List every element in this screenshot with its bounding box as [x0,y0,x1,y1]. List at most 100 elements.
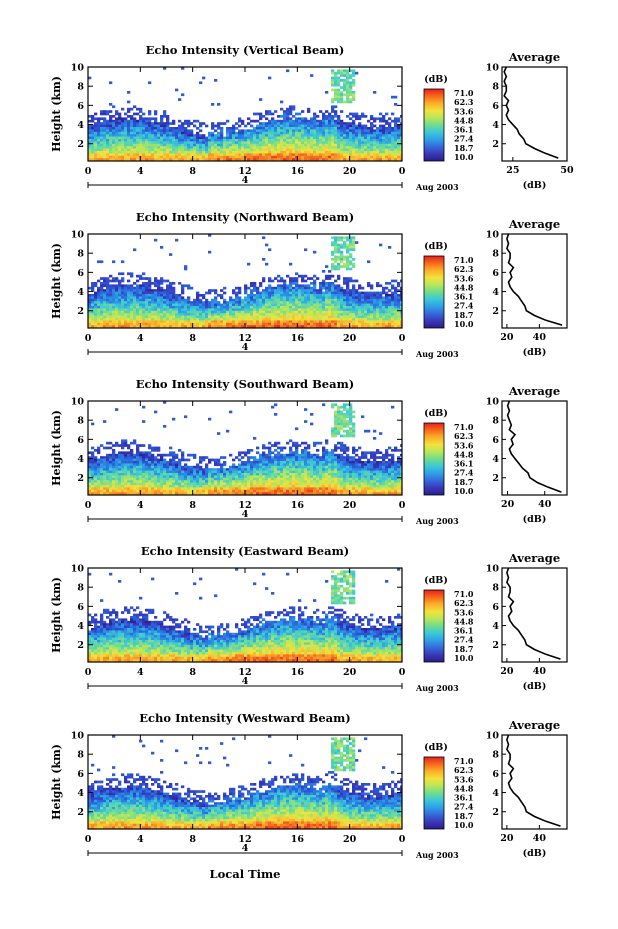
heatmap-cell [220,310,224,314]
heatmap-cell [334,236,338,240]
heatmap-cell [100,282,104,285]
heatmap-cell [298,122,302,125]
heatmap-cell [343,83,347,87]
heatmap-cell [310,461,314,464]
heatmap-cell [277,141,281,145]
heatmap-cell [352,265,356,268]
heatmap-cell [295,127,299,130]
heatmap-cell [184,155,188,159]
heatmap-cell [211,146,215,149]
heatmap-cell [346,148,350,152]
heatmap-cell [310,315,314,319]
heatmap-cell [121,456,125,459]
heatmap-cell [352,115,356,118]
heatmap-cell [154,279,158,283]
heatmap-cell [157,313,161,316]
heatmap-cell [370,129,374,133]
heatmap-cell [277,289,281,292]
heatmap-cell [262,122,266,125]
heatmap-cell [343,434,347,438]
heatmap-cell [250,313,254,316]
heatmap-cell [127,131,131,135]
heatmap-cell [148,279,152,283]
heatmap-cell [346,153,350,157]
heatmap-cell [334,461,338,464]
heatmap-cell [310,119,314,123]
heatmap-cell [133,131,137,135]
heatmap-cell [154,124,158,128]
heatmap-cell [346,248,350,252]
heatmap-cell [238,153,242,157]
heatmap-cell [340,458,344,462]
heatmap-cell [286,315,290,319]
heatmap-cell [136,465,140,469]
heatmap-cell [295,303,299,307]
heatmap-cell [253,155,257,159]
heatmap-cell [313,122,317,125]
heatmap-cell [199,81,203,85]
heatmap-cell [367,306,371,309]
heatmap-cell [226,310,230,314]
heatmap-cell [232,158,236,161]
heatmap-cell [142,303,146,307]
heatmap-cell [151,289,155,292]
heatmap-cell [148,461,152,464]
heatmap-cell [118,282,122,285]
heatmap-cell [289,306,293,309]
heatmap-cell [274,141,278,145]
heatmap-cell [136,274,140,278]
heatmap-cell [355,463,359,467]
heatmap-cell [307,296,311,300]
heatmap-cell [94,310,98,314]
heatmap-cell [169,463,173,467]
heatmap-cell [226,127,230,130]
heatmap-cell [94,136,98,140]
heatmap-cell [379,124,383,128]
heatmap-cell [313,282,317,285]
heatmap-cell [271,151,275,154]
heatmap-cell [232,136,236,140]
heatmap-cell [181,313,185,316]
heatmap-cell [181,153,185,157]
heatmap-cell [367,318,371,321]
heatmap-cell [148,119,152,123]
heatmap-cell [211,148,215,152]
heatmap-cell [121,444,125,447]
heatmap-cell [241,155,245,159]
heatmap-cell [178,322,182,326]
heatmap-cell [130,296,134,300]
heatmap-cell [328,155,332,159]
heatmap-cell [157,141,161,145]
heatmap-cell [136,461,140,464]
heatmap-cell [268,463,272,467]
heatmap-cell [352,243,356,247]
heatmap-cell [307,463,311,467]
average-xlabel: (dB) [523,347,547,358]
heatmap-cell [280,136,284,140]
heatmap-cell [160,117,164,121]
heatmap-cell [340,238,344,242]
heatmap-cell [211,289,215,292]
heatmap-cell [91,151,95,154]
heatmap-cell [349,146,353,149]
heatmap-cell [292,453,296,457]
heatmap-cell [379,298,383,302]
heatmap-cell [94,129,98,133]
heatmap-cell [352,146,356,149]
heatmap-cell [121,439,125,443]
heatmap-cell [91,284,95,288]
heatmap-cell [343,403,347,407]
colorbar-label: 36.1 [454,125,473,135]
heatmap-cell [142,282,146,285]
heatmap-cell [316,155,320,159]
heatmap-cell [184,298,188,302]
heatmap-cell [331,258,335,261]
heatmap-cell [334,313,338,316]
heatmap-cell [289,122,293,125]
heatmap-cell [199,129,203,133]
heatmap-cell [325,456,329,459]
heatmap-cell [88,158,92,161]
heatmap-cell [352,129,356,133]
heatmap-cell [244,134,248,137]
heatmap-cell [148,444,152,447]
